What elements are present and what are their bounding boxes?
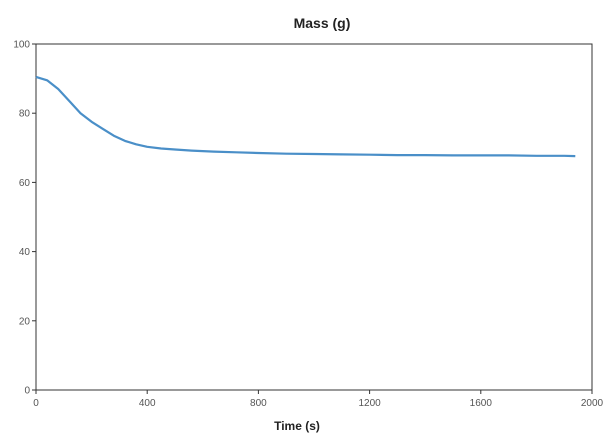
plot-area	[35, 43, 593, 391]
x-axis-label: Time (s)	[274, 419, 320, 433]
x-tick-label: 800	[250, 398, 267, 409]
y-tick-label: 80	[19, 109, 31, 120]
chart-title: Mass (g)	[294, 15, 351, 31]
x-tick-label: 1600	[470, 398, 493, 409]
y-tick-label: 40	[19, 247, 31, 258]
y-tick-label: 0	[24, 386, 30, 397]
mass-series-line	[35, 75, 576, 158]
x-tick-label: 0	[33, 398, 39, 409]
y-tick-label: 20	[19, 316, 31, 327]
y-tick-label: 100	[13, 40, 30, 51]
x-axis: 0 400 800 1200 1600 2000	[33, 390, 604, 409]
x-tick-label: 400	[139, 398, 156, 409]
y-axis: 0 20 40 60 80 100	[13, 40, 36, 397]
x-tick-label: 1200	[358, 398, 381, 409]
x-tick-label: 2000	[581, 398, 604, 409]
y-tick-label: 60	[19, 178, 31, 189]
